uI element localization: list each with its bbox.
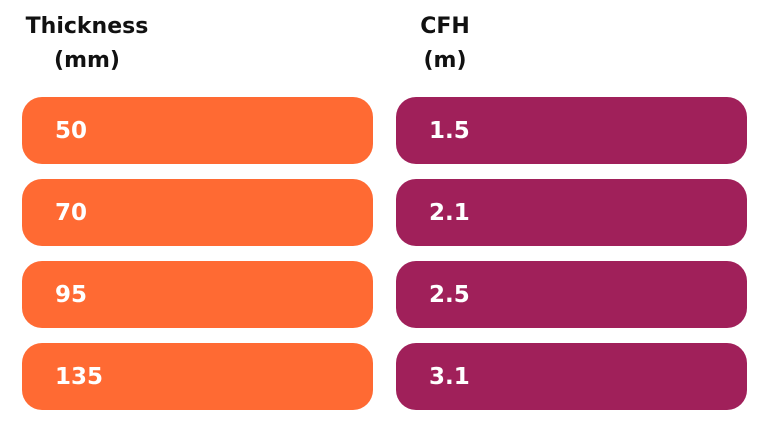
cfh-value-pill: 1.5	[396, 97, 747, 164]
cfh-value-pill: 2.1	[396, 179, 747, 246]
thickness-value-pill: 50	[22, 97, 373, 164]
thickness-value: 135	[55, 363, 104, 390]
thickness-column-header: Thickness (mm)	[22, 10, 152, 78]
thickness-value: 95	[55, 281, 88, 308]
cfh-value: 2.1	[429, 199, 470, 226]
cfh-value-pill: 3.1	[396, 343, 747, 410]
thickness-value: 70	[55, 199, 88, 226]
cfh-value: 3.1	[429, 363, 470, 390]
thickness-header-unit: (mm)	[54, 48, 120, 73]
cfh-header-title: CFH	[420, 14, 470, 39]
thickness-value: 50	[55, 117, 88, 144]
cfh-header-unit: (m)	[423, 48, 467, 73]
thickness-value-pill: 70	[22, 179, 373, 246]
cfh-value: 1.5	[429, 117, 470, 144]
cfh-value: 2.5	[429, 281, 470, 308]
thickness-value-pill: 135	[22, 343, 373, 410]
thickness-header-title: Thickness	[25, 14, 149, 39]
thickness-value-pill: 95	[22, 261, 373, 328]
cfh-column-header: CFH (m)	[400, 10, 490, 78]
cfh-value-pill: 2.5	[396, 261, 747, 328]
